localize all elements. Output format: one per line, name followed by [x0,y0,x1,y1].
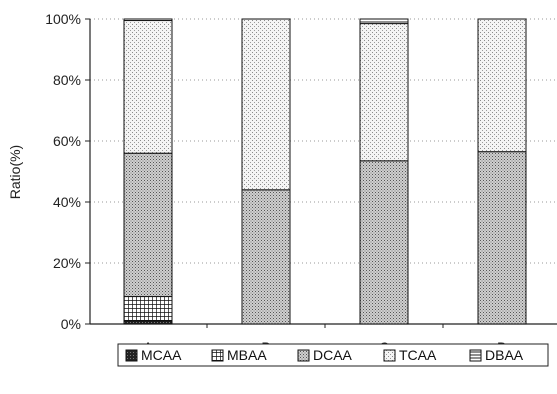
bar-segment-tcaa-d [477,18,527,153]
legend-label-mcaa: MCAA [141,347,182,363]
y-tick-label: 40% [53,194,81,210]
bar-segment-tcaa-b [241,18,291,191]
y-axis-title: Ratio(%) [7,145,23,199]
legend-frame [117,343,549,367]
legend-swatch-mcaa [125,349,138,362]
y-tick-label: 20% [53,255,81,271]
legend-label-dbaa: DBAA [485,347,524,363]
bar-segment-tcaa-a [123,20,173,154]
y-tick-label: 100% [45,11,81,27]
y-tick-label: 60% [53,133,81,149]
bar-segment-dcaa-b [241,189,291,325]
y-tick-labels: 0% 20% 40% 60% 80% 100% [45,11,81,332]
legend-label-mbaa: MBAA [227,347,267,363]
legend: MCAA MBAA DCAA TCAA DBAA [117,343,549,367]
bar-segment-dcaa-c [359,160,409,325]
legend-swatch-tcaa [383,349,396,362]
bar-segment-dbaa-c [359,18,409,25]
legend-swatch-mbaa [211,349,224,362]
bar-segment-mbaa-a [123,296,173,322]
legend-label-dcaa: DCAA [313,347,353,363]
legend-swatch-dcaa [297,349,310,362]
bar-segment-dcaa-a [123,152,173,298]
bar-segment-dcaa-d [477,151,527,325]
bar-segment-dbaa-a [123,18,173,22]
bar-segment-tcaa-c [359,23,409,162]
bars [123,18,527,325]
legend-swatch-dbaa [469,349,482,362]
legend-label-tcaa: TCAA [399,347,437,363]
y-tick-label: 80% [53,72,81,88]
y-tick-label: 0% [61,316,81,332]
